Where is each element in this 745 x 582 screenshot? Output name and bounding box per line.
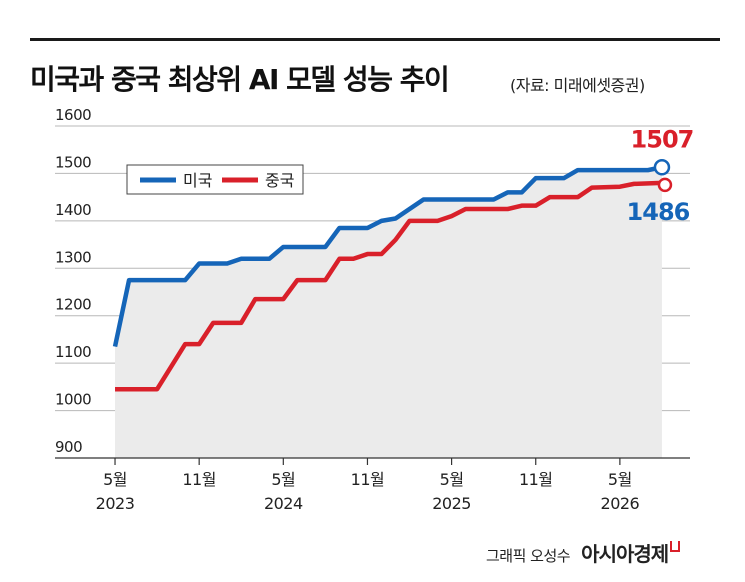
source-note: (자료: 미래에셋증권): [510, 76, 645, 95]
y-tick-label: 1300: [55, 248, 91, 266]
x-tick-month: 5월: [440, 470, 464, 489]
china-end-marker: [657, 177, 673, 193]
y-tick-label: 1600: [55, 106, 91, 124]
x-tick-year: 2023: [96, 494, 135, 513]
title-rule: [30, 38, 720, 41]
x-tick-year: 2026: [601, 494, 640, 513]
y-tick-label: 1200: [55, 296, 91, 314]
y-tick-label: 1100: [55, 343, 91, 361]
publisher-mark-icon: [670, 541, 681, 552]
x-tick-month: 11월: [519, 470, 553, 489]
legend-label-us: 미국: [183, 171, 212, 190]
credit-line: 그래픽 오성수 아시아경제: [486, 538, 681, 567]
legend-label-china: 중국: [265, 171, 294, 190]
us-end-label: 1486: [627, 198, 690, 226]
china-end-label: 1507: [631, 125, 694, 153]
area-under-curve: [115, 167, 662, 458]
y-tick-label: 900: [55, 438, 82, 456]
y-tick-label: 1000: [55, 391, 91, 409]
x-tick-month: 5월: [608, 470, 632, 489]
y-tick-label: 1400: [55, 201, 91, 219]
series-line-china: [115, 180, 663, 392]
graphic-credit: 그래픽 오성수: [486, 547, 571, 565]
publisher-logo: 아시아경제: [581, 542, 669, 566]
us-end-marker: [653, 159, 671, 176]
x-tick-month: 11월: [182, 470, 216, 489]
x-tick-year: 2025: [432, 494, 471, 513]
y-tick-label: 1500: [55, 153, 91, 171]
x-tick-month: 5월: [103, 470, 127, 489]
chart-title: 미국과 중국 최상위 AI 모델 성능 추이: [30, 63, 450, 96]
x-tick-year: 2024: [264, 494, 303, 513]
x-tick-month: 11월: [351, 470, 385, 489]
x-tick-month: 5월: [271, 470, 295, 489]
series-line-us: [112, 165, 663, 348]
